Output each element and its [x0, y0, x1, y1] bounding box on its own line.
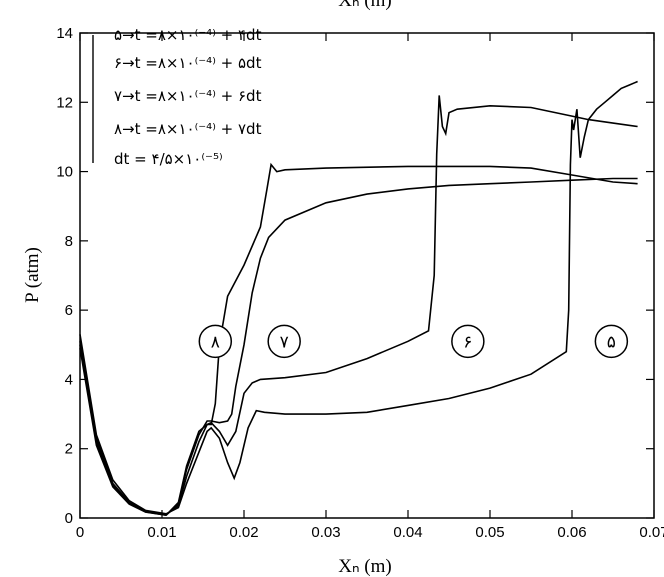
y-axis-title: P (atm) [22, 247, 43, 303]
curve-label-layer: ۸ ۷ ۶ ۵ [198, 324, 629, 359]
curve-label: ۷ [280, 332, 289, 352]
curve-label-circle [267, 324, 301, 359]
legend: ۵→t =۸×۱۰⁽⁻⁴⁾ + ۴dt ۶→t =۸×۱۰⁽⁻⁴⁾ + ۵dt … [92, 26, 262, 168]
series-line-۸ [79, 162, 638, 517]
x-tick-label: 0.07 [639, 524, 664, 541]
legend-entry-7: ۷→t =۸×۱۰⁽⁻⁴⁾ + ۶dt [114, 87, 262, 105]
y-tick-label: 14 [56, 25, 73, 42]
series-line-۷ [79, 177, 638, 517]
y-tick-label: 4 [65, 371, 73, 388]
plot-frame [79, 32, 655, 519]
legend-dt-note: dt = ۴/۵×۱۰⁽⁻⁵⁾ [114, 150, 223, 168]
legend-entry-8: ۸→t =۸×۱۰⁽⁻⁴⁾ + ۷dt [114, 120, 262, 138]
curve-label: ۶ [463, 332, 472, 352]
y-tick-label: 10 [56, 164, 73, 181]
series-line-۵ [79, 80, 638, 515]
curve-label-circle [594, 324, 629, 359]
curve-label: ۸ [211, 332, 220, 352]
series-layer [79, 80, 638, 517]
x-axis-title: Xₙ (m) [338, 556, 391, 577]
legend-entry-6: ۶→t =۸×۱۰⁽⁻⁴⁾ + ۵dt [114, 54, 262, 72]
x-tick-label: 0.01 [147, 524, 176, 541]
legend-entry-5: ۵→t =۸×۱۰⁽⁻⁴⁾ + ۴dt [114, 26, 262, 44]
curve-label-circle [198, 324, 233, 359]
y-tick-label: 0 [65, 510, 73, 527]
y-tick-label: 6 [65, 302, 73, 319]
x-tick-label: 0.05 [475, 524, 504, 541]
y-tick-label: 12 [56, 94, 73, 111]
curve-label: ۵ [607, 332, 616, 352]
y-tick-label: 8 [65, 233, 73, 250]
x-tick-label: 0 [76, 524, 84, 541]
x-tick-label: 0.02 [229, 524, 258, 541]
curve-label-circle [451, 324, 485, 359]
tick-layer: 0 0.01 0.02 0.03 0.04 0.05 0.06 0.07 0 2 4 6 8 10 12 14 [56, 25, 664, 541]
x-tick-label: 0.06 [557, 524, 586, 541]
top-axis-title: Xₙ (m) [338, 0, 391, 11]
y-tick-label: 2 [65, 441, 73, 458]
x-tick-label: 0.04 [393, 524, 422, 541]
x-tick-label: 0.03 [311, 524, 340, 541]
